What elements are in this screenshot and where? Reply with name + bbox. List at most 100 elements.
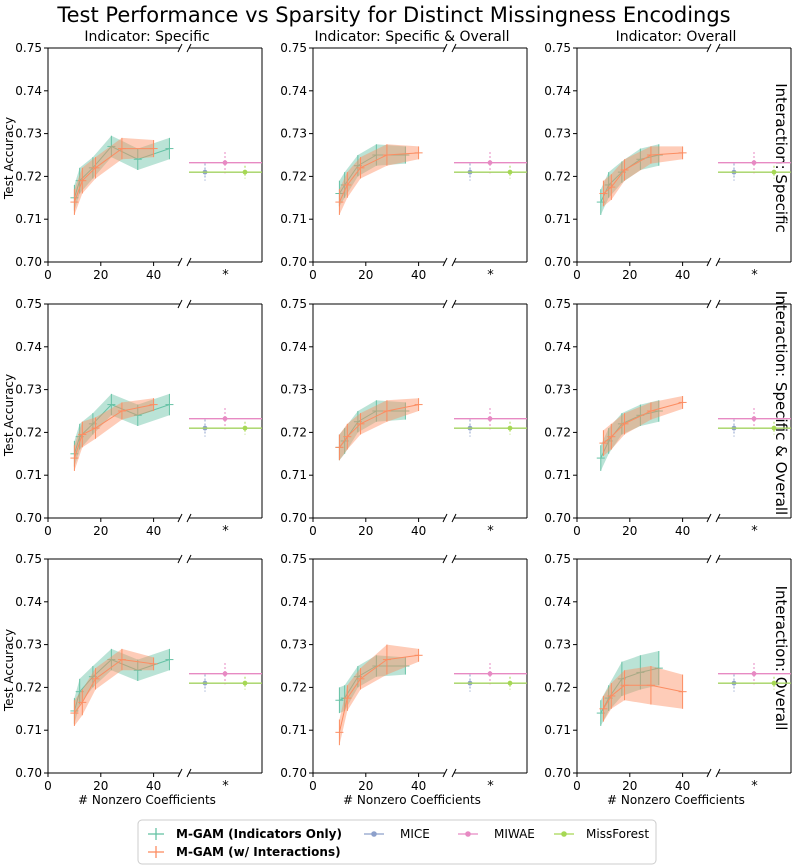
baseline-point-missforest [771,169,777,175]
band-mgam-int [74,648,154,726]
legend-swatch-mice-marker [371,831,377,837]
y-tick-label: 0.74 [15,340,42,354]
x-tick-label: 0 [573,524,581,538]
baseline-star-label: * [487,268,494,283]
axis-break-mark [715,257,721,267]
axis-break-mark [442,554,448,564]
band-mgam-ind [339,655,406,714]
x-tick-label: 20 [93,779,108,793]
y-tick-label: 0.72 [544,680,571,694]
band-mgam-ind [339,400,406,461]
axis-break-mark [451,554,457,564]
band-mgam-int [339,644,419,746]
y-tick-label: 0.71 [15,723,42,737]
x-axis-label-1: # Nonzero Coefficients [343,793,481,807]
y-tick-label: 0.72 [15,425,42,439]
axis-break-mark [451,43,457,53]
axis-break-mark [706,554,712,564]
x-axis-label-2: # Nonzero Coefficients [607,793,745,807]
legend-entry-mice: MICE [364,827,430,841]
y-tick-label: 0.74 [544,595,571,609]
band-mgam-ind [600,400,659,471]
y-tick-label: 0.71 [544,212,571,226]
y-tick-label: 0.74 [544,84,571,98]
panel-r1c1: 0.70 0.71 0.72 0.73 0.74 0.75 0 20 40 * [280,297,528,539]
y-tick-label: 0.71 [280,468,307,482]
x-tick-label: 20 [93,268,108,282]
x-tick-label: 0 [44,779,52,793]
panel-r2c2: 0.70 0.71 0.72 0.73 0.74 0.75 0 20 40 * [544,552,792,794]
x-tick-label: 20 [358,524,373,538]
panel-r0c0: 0.70 0.71 0.72 0.73 0.74 0.75 0 20 40 * [15,41,263,283]
y-tick-label: 0.75 [280,297,307,311]
y-tick-label: 0.73 [544,383,571,397]
x-tick-label: 40 [411,524,426,538]
y-tick-label: 0.71 [15,468,42,482]
y-tick-label: 0.73 [280,127,307,141]
baseline-point-missforest [771,680,777,686]
axis-break-mark [451,513,457,523]
band-mgam-int [603,146,683,207]
y-tick-label: 0.75 [15,297,42,311]
y-axis-label-2: Test Accuracy [2,629,16,712]
axis-break-mark [715,513,721,523]
y-tick-label: 0.74 [544,340,571,354]
panel-r1c0: 0.70 0.71 0.72 0.73 0.74 0.75 0 20 40 * [15,297,263,539]
baseline-point-missforest [507,169,513,175]
x-tick-label: 0 [44,268,52,282]
legend-entry-missforest: MissForest [554,827,649,841]
y-tick-label: 0.72 [15,169,42,183]
panel-r0c1: 0.70 0.71 0.72 0.73 0.74 0.75 0 20 40 * [280,41,528,283]
y-tick-label: 0.74 [280,340,307,354]
line-mgam-ind [73,404,170,454]
x-tick-label: 0 [573,268,581,282]
row-title-0: Interaction: Specific [772,83,790,233]
x-tick-label: 0 [309,524,317,538]
panel-r2c0: 0.70 0.71 0.72 0.73 0.74 0.75 0 20 40 * [15,552,263,794]
y-tick-label: 0.70 [544,255,571,269]
baseline-point-miwae [751,671,757,677]
legend-entry-mgam-ind: M-GAM (Indicators Only) [148,827,342,841]
axis-break-mark [177,768,183,778]
x-tick-label: 40 [146,524,161,538]
legend-swatch-miwae-marker [465,831,471,837]
baseline-point-missforest [771,425,777,431]
band-mgam-int [603,666,683,722]
y-tick-label: 0.73 [280,638,307,652]
x-tick-label: 0 [573,779,581,793]
baseline-star-label: * [222,524,229,539]
axis-break-mark [186,257,192,267]
baseline-star-label: * [222,268,229,283]
axis-break-mark [186,299,192,309]
line-mgam-ind [73,145,170,198]
axis-break-mark [186,554,192,564]
y-tick-label: 0.70 [280,511,307,525]
y-tick-label: 0.70 [280,255,307,269]
legend-label-missforest: MissForest [586,827,649,841]
y-tick-label: 0.74 [15,84,42,98]
x-axis-label-0: # Nonzero Coefficients [78,793,216,807]
y-tick-label: 0.72 [15,680,42,694]
baseline-star-label: * [751,779,758,794]
panel-r0c2: 0.70 0.71 0.72 0.73 0.74 0.75 0 20 40 * [544,41,792,283]
axis-break-mark [706,513,712,523]
baseline-point-missforest [242,425,248,431]
baseline-point-miwae [222,160,228,166]
baseline-point-missforest [242,680,248,686]
baseline-point-miwae [751,160,757,166]
axis-break-mark [177,43,183,53]
axis-break-mark [177,554,183,564]
y-tick-label: 0.70 [544,766,571,780]
y-tick-label: 0.75 [15,41,42,55]
legend-label-miwae: MIWAE [494,827,535,841]
axis-break-mark [442,257,448,267]
y-tick-label: 0.73 [15,638,42,652]
baseline-point-missforest [507,425,513,431]
y-tick-label: 0.73 [15,383,42,397]
baseline-point-miwae [487,416,493,422]
axis-break-mark [442,768,448,778]
x-tick-label: 40 [675,524,690,538]
y-tick-label: 0.74 [15,595,42,609]
y-tick-label: 0.71 [280,212,307,226]
